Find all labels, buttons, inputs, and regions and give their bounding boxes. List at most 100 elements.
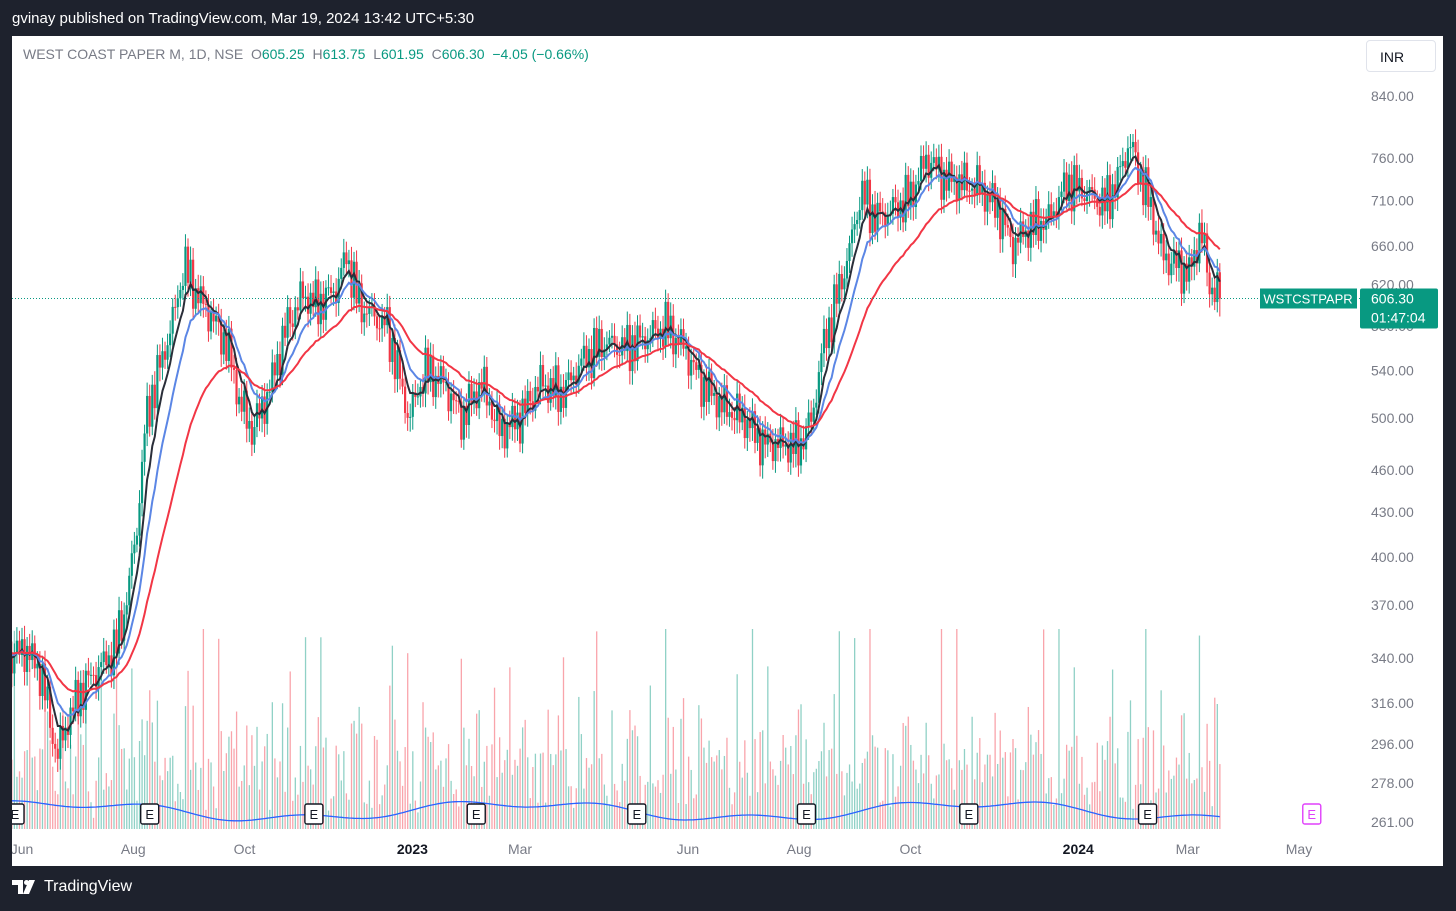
volume-bar xyxy=(861,762,863,829)
publish-info: gvinay published on TradingView.com, Mar… xyxy=(12,10,475,27)
volume-bar xyxy=(138,740,141,829)
earnings-marker[interactable]: E xyxy=(627,803,647,825)
volume-bar xyxy=(899,765,902,829)
candle xyxy=(753,403,757,454)
candle xyxy=(404,377,407,424)
candle xyxy=(756,415,759,451)
volume-bar xyxy=(1175,757,1178,829)
volume-bar xyxy=(396,750,399,829)
volume-bar xyxy=(521,727,524,829)
volume-bar xyxy=(322,747,325,829)
volume-bar xyxy=(616,790,618,829)
candle xyxy=(858,196,861,229)
volume-bar xyxy=(693,798,695,829)
volume-bar xyxy=(889,806,892,829)
volume-bar xyxy=(1027,706,1029,829)
chart-panel[interactable]: 840.00760.00710.00660.00620.00580.00540.… xyxy=(12,36,1443,866)
volume-bar xyxy=(575,788,577,829)
candle xyxy=(447,372,450,421)
candle xyxy=(787,431,790,472)
volume-bar xyxy=(1111,669,1114,829)
volume-bar xyxy=(953,789,955,829)
candle xyxy=(835,272,838,318)
candle xyxy=(432,344,435,406)
volume-bar xyxy=(491,744,493,829)
volume-bar xyxy=(698,705,700,829)
candle xyxy=(1208,259,1211,308)
volume-bar xyxy=(1083,794,1086,829)
volume-bar xyxy=(1145,629,1147,829)
earnings-marker[interactable]: E xyxy=(1137,803,1158,825)
volume-bar xyxy=(892,754,894,829)
volume-bar xyxy=(1109,716,1111,829)
x-tick-label: Aug xyxy=(121,841,146,857)
earnings-marker[interactable]: E xyxy=(12,803,25,825)
earnings-marker[interactable]: E xyxy=(139,803,160,825)
volume-bar xyxy=(984,764,986,829)
volume-bar xyxy=(430,742,432,829)
close-label: C xyxy=(431,46,442,62)
volume-bar xyxy=(486,745,488,829)
volume-bar xyxy=(1203,791,1206,829)
volume-bar xyxy=(728,787,731,829)
x-tick-label: Oct xyxy=(234,841,256,857)
volume-bar xyxy=(677,802,680,829)
symbol-legend: WEST COAST PAPER M, 1D, NSE O605.25 H613… xyxy=(23,46,589,62)
volume-bar xyxy=(67,788,69,829)
currency-button[interactable]: INR xyxy=(1366,40,1436,72)
volume-bar xyxy=(207,758,210,829)
volume-bar xyxy=(105,773,107,829)
low-label: L xyxy=(373,46,381,62)
candle xyxy=(125,592,128,628)
volume-bar xyxy=(897,786,899,829)
volume-bar xyxy=(424,727,427,829)
volume-bar xyxy=(200,767,202,829)
volume-bar xyxy=(465,765,468,829)
volume-bar xyxy=(1134,784,1137,829)
volume-bar xyxy=(1030,734,1032,829)
candle xyxy=(776,428,780,462)
earnings-marker[interactable]: E xyxy=(304,803,324,825)
svg-text:E: E xyxy=(802,807,811,822)
candle xyxy=(192,247,195,320)
low-value: 601.95 xyxy=(380,46,424,62)
earnings-marker[interactable]: E xyxy=(959,803,979,825)
volume-bar xyxy=(792,774,795,829)
svg-text:E: E xyxy=(964,807,973,822)
volume-bar xyxy=(966,764,968,829)
volume-bar xyxy=(468,738,470,829)
volume-bar xyxy=(345,793,348,829)
volume-bar xyxy=(739,761,741,829)
candle xyxy=(603,337,606,371)
candle xyxy=(253,416,256,453)
candle xyxy=(1157,217,1160,255)
volume-bar xyxy=(721,769,723,829)
volume-bar xyxy=(366,803,368,829)
candle xyxy=(378,315,381,343)
tradingview-brand[interactable]: TradingView xyxy=(12,878,132,896)
candle xyxy=(932,143,935,172)
volume-bar xyxy=(1127,731,1129,829)
volume-bar xyxy=(427,736,429,829)
candle xyxy=(899,192,902,231)
volume-bar xyxy=(98,757,100,829)
price-chart[interactable]: 840.00760.00710.00660.00620.00580.00540.… xyxy=(12,36,1443,866)
volume-bar xyxy=(1081,756,1083,829)
volume-bar xyxy=(80,734,82,829)
earnings-marker[interactable]: E xyxy=(1302,803,1322,825)
volume-bar xyxy=(44,696,46,829)
volume-bar xyxy=(75,756,77,829)
candle xyxy=(889,200,892,223)
volume-bar xyxy=(774,775,777,829)
candle xyxy=(189,246,192,297)
candle xyxy=(942,162,946,213)
volume-bar xyxy=(951,768,953,829)
candle xyxy=(120,601,123,649)
volume-bar xyxy=(327,810,330,829)
volume-bar xyxy=(149,690,151,829)
candle xyxy=(1019,207,1022,254)
earnings-marker[interactable]: E xyxy=(796,803,817,825)
volume-bar xyxy=(141,719,143,829)
earnings-marker[interactable]: E xyxy=(466,803,486,825)
candle xyxy=(927,145,930,192)
